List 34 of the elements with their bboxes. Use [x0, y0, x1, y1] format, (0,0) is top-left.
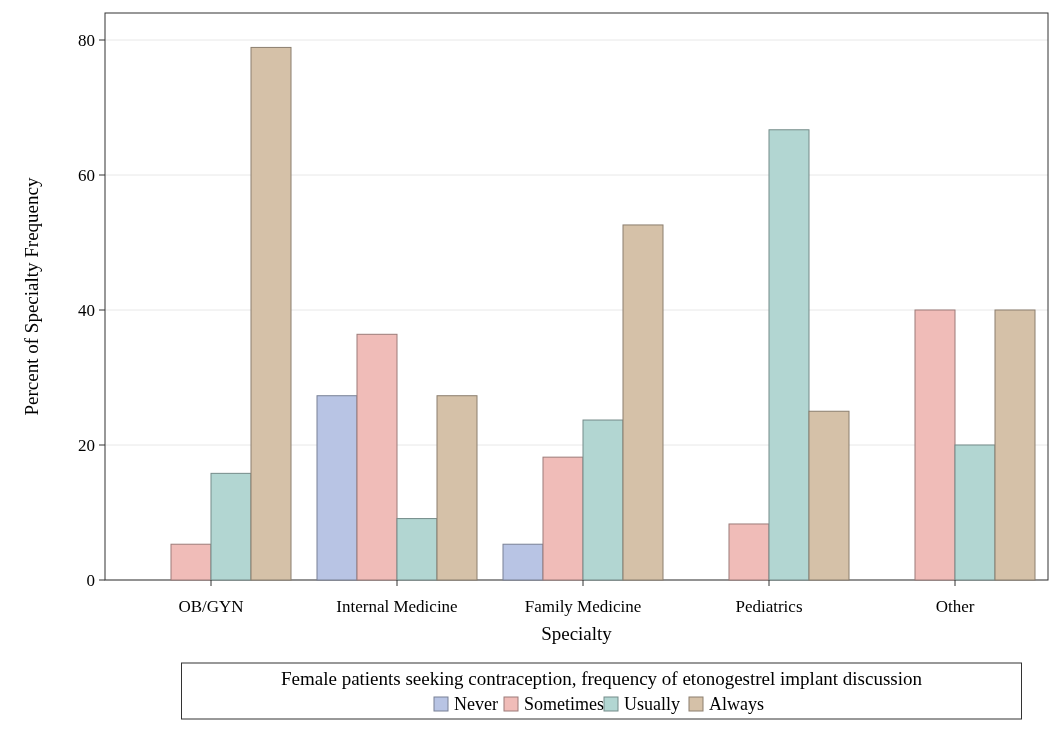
y-tick-label: 60 [78, 165, 95, 185]
y-tick-label: 40 [78, 300, 95, 320]
x-axis-title: Specialty [541, 623, 613, 644]
bar [954, 444, 996, 581]
bar [356, 333, 398, 581]
x-tick-label: Other [935, 597, 975, 616]
x-tick-label: Family Medicine [524, 597, 642, 616]
bar [994, 309, 1036, 581]
y-tick-label: 80 [78, 30, 95, 50]
x-tick-label: OB/GYN [178, 597, 244, 616]
bar [436, 395, 478, 581]
y-tick-label: 20 [78, 435, 95, 455]
y-axis-title: Percent of Specialty Frequency [21, 177, 42, 416]
bar [542, 456, 584, 581]
bar [808, 410, 850, 581]
y-tick-label: 0 [86, 570, 95, 590]
bar [622, 224, 664, 581]
legend-label: Always [709, 694, 764, 714]
x-tick-label: Pediatrics [735, 597, 803, 616]
x-tick-label: Internal Medicine [336, 597, 458, 616]
legend-label: Usually [624, 694, 680, 714]
bar [582, 419, 624, 581]
bar [728, 523, 770, 581]
bar [502, 543, 544, 581]
legend-title: Female patients seeking contraception, frequency of etonogestrel implant discussion [280, 668, 923, 689]
bar [396, 518, 438, 581]
bar [914, 309, 956, 581]
bar [210, 472, 252, 581]
bar [250, 46, 292, 581]
bar [170, 543, 212, 581]
legend-label: Sometimes [524, 694, 604, 714]
bar [316, 395, 358, 581]
legend-label: Never [454, 694, 498, 714]
bar [768, 129, 810, 581]
